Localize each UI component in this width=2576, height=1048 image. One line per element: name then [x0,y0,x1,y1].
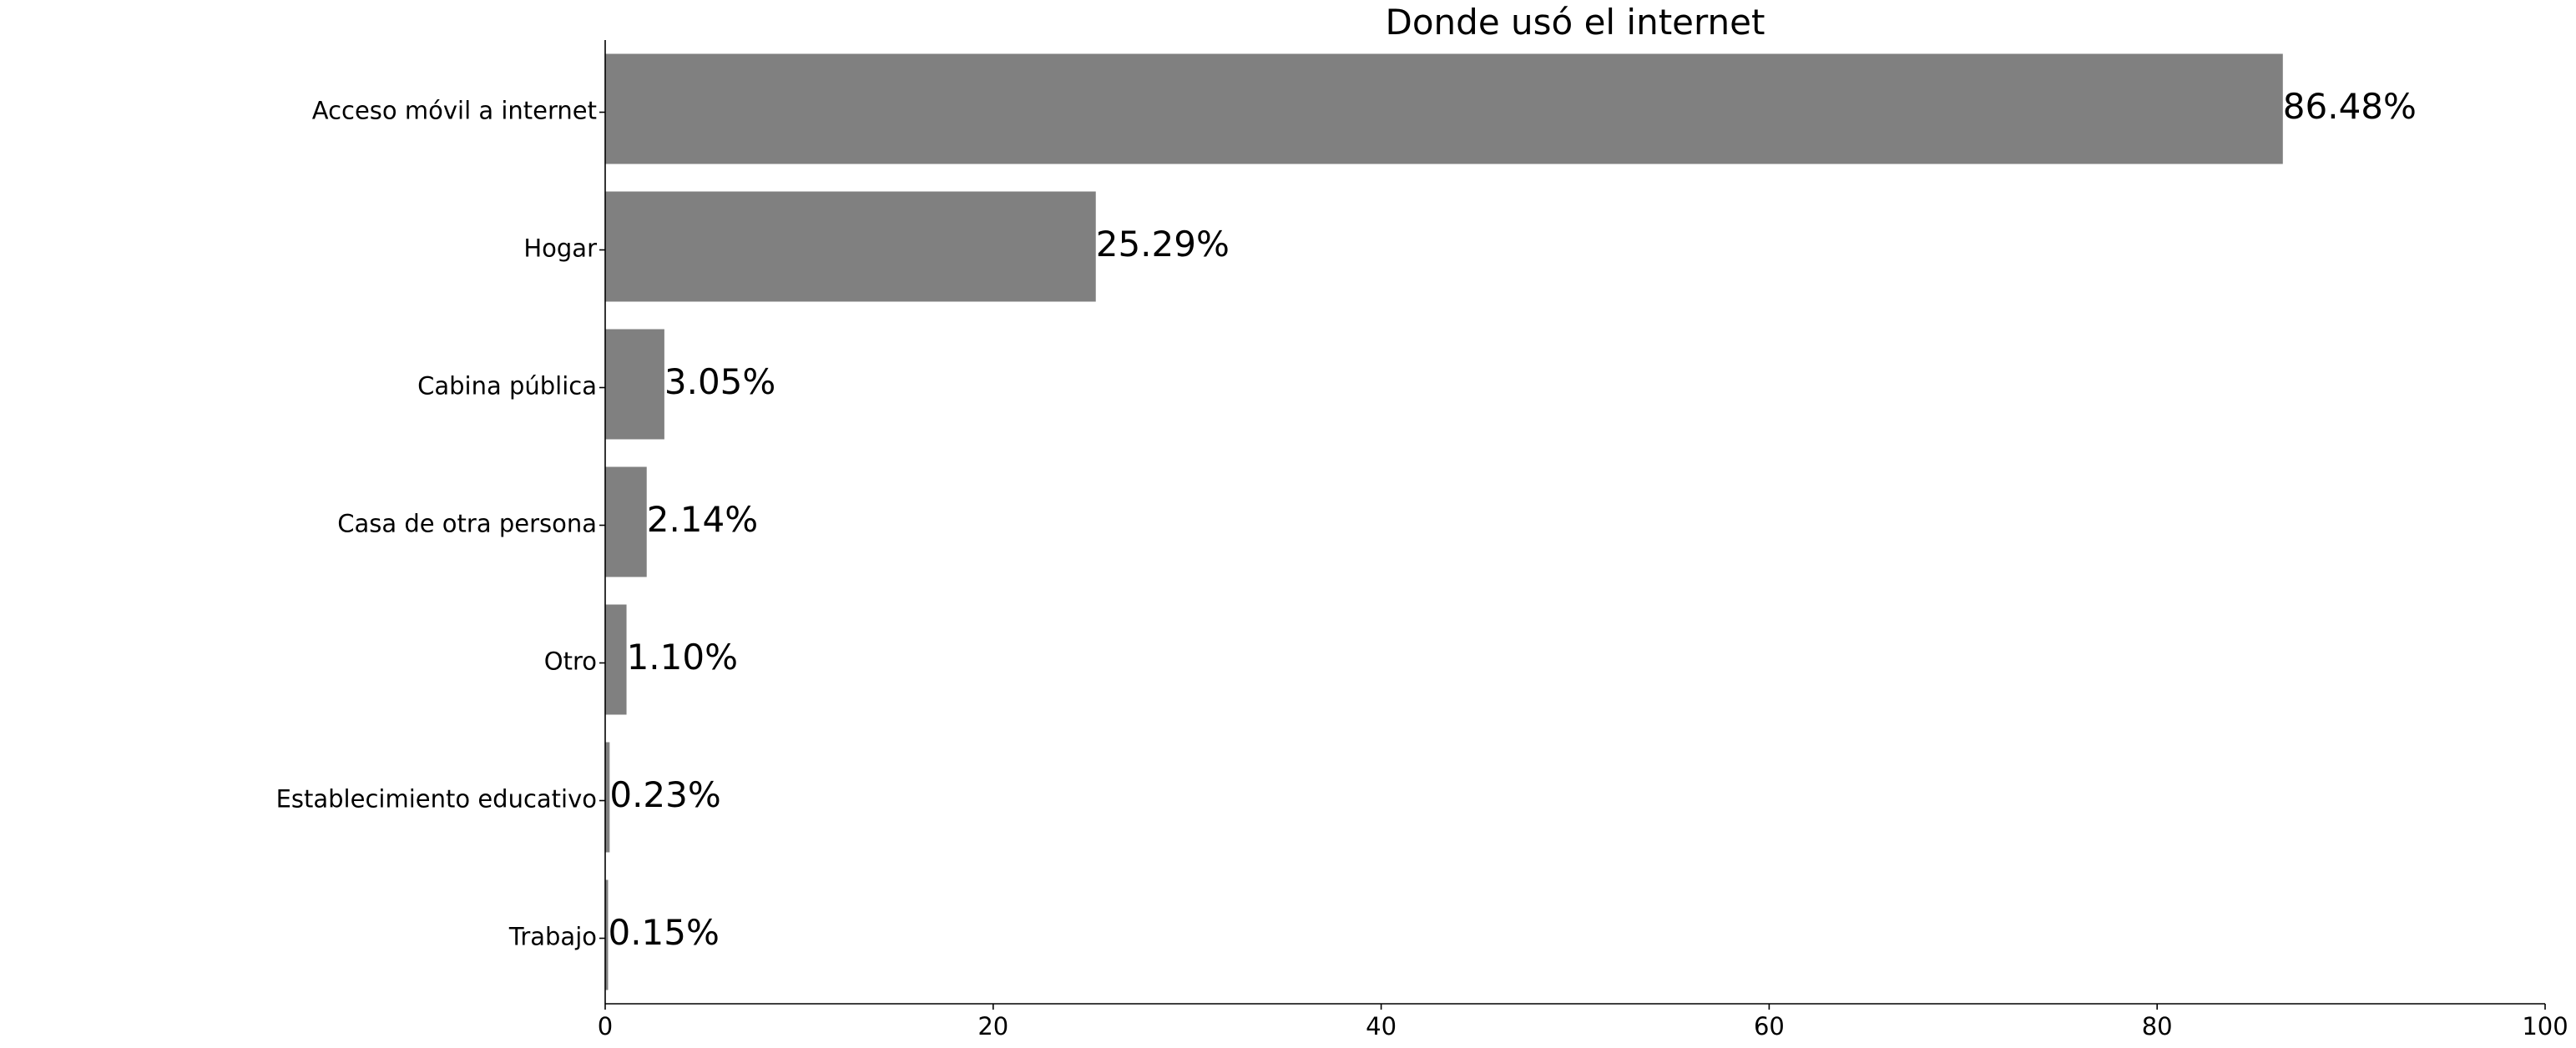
chart-title: Donde usó el internet [1386,2,1765,43]
bar-value-label: 3.05% [664,361,775,402]
x-axis: 0 20 40 60 80 100 [598,1003,2568,1040]
bars-layer [605,53,2283,990]
x-tick-label: 0 [598,1012,613,1040]
bar-value-label: 25.29% [1096,224,1230,265]
bar [605,191,1096,302]
x-tick-label: 80 [2142,1012,2173,1040]
x-tick-label: 40 [1366,1012,1397,1040]
category-label: Acceso móvil a internet [312,97,597,125]
x-tick-label: 20 [977,1012,1008,1040]
bar [605,604,627,715]
y-axis: Acceso móvil a internet Hogar Cabina públi… [276,40,606,1004]
bar-value-label: 1.10% [627,637,738,678]
bar [605,742,610,853]
x-tick-label: 60 [1754,1012,1785,1040]
category-label: Cabina pública [417,372,597,401]
bar-value-label: 0.23% [609,774,720,815]
bar-value-label: 0.15% [608,912,719,953]
bar [605,329,664,440]
bar-value-label: 2.14% [647,499,758,540]
category-label: Otro [544,647,597,676]
bar [605,53,2283,164]
bar [605,879,609,990]
value-labels-layer: 86.48% 25.29% 3.05% 2.14% 1.10% 0.23% 0.15% [608,86,2416,953]
bar-value-label: 86.48% [2283,86,2417,127]
category-label: Hogar [523,234,597,263]
x-tick-label: 100 [2522,1012,2568,1040]
category-label: Casa de otra persona [337,510,597,538]
bar [605,466,647,577]
category-label: Establecimiento educativo [276,785,597,814]
category-label: Trabajo [508,923,597,951]
